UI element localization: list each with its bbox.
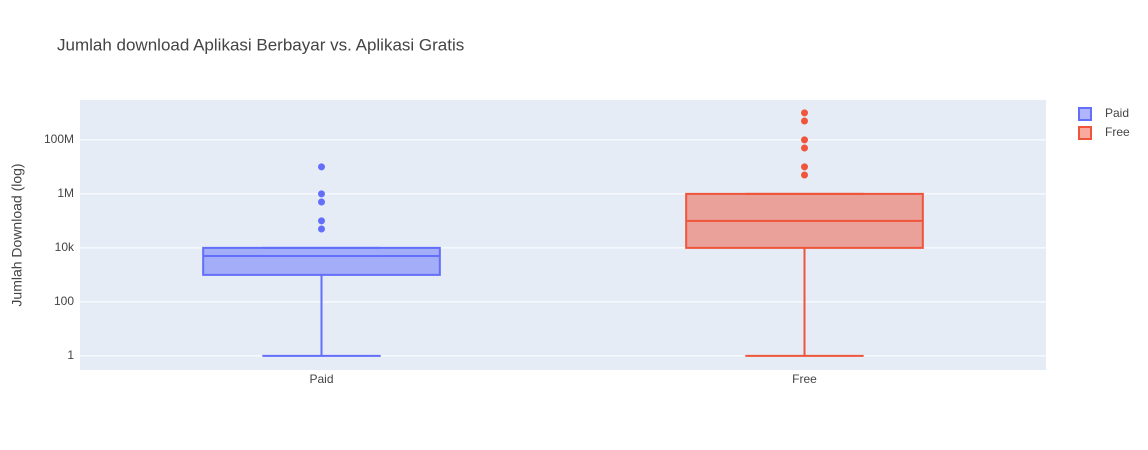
chart-title: Jumlah download Aplikasi Berbayar vs. Ap… bbox=[57, 35, 464, 54]
y-tick-label: 10k bbox=[55, 240, 75, 254]
outlier bbox=[318, 225, 325, 233]
y-tick-label: 100 bbox=[54, 294, 74, 308]
box bbox=[202, 246, 441, 276]
outlier bbox=[318, 190, 325, 198]
legend-swatch bbox=[1078, 107, 1092, 121]
outlier bbox=[801, 163, 808, 171]
legend-label: Paid bbox=[1105, 106, 1129, 120]
outlier bbox=[801, 144, 808, 152]
legend-swatch bbox=[1078, 126, 1092, 140]
y-axis-title: Jumlah Download (log) bbox=[9, 163, 25, 306]
outlier bbox=[801, 136, 808, 144]
legend-label: Free bbox=[1105, 125, 1130, 139]
outlier bbox=[801, 171, 808, 179]
y-tick-label: 1M bbox=[57, 186, 74, 200]
outlier bbox=[318, 217, 325, 225]
outlier bbox=[801, 117, 808, 125]
y-tick-label: 100M bbox=[44, 132, 74, 146]
x-tick-label: Paid bbox=[309, 372, 333, 386]
outlier bbox=[318, 198, 325, 206]
outlier bbox=[801, 109, 808, 117]
x-tick-label: Free bbox=[792, 372, 817, 386]
outlier bbox=[318, 163, 325, 171]
y-tick-label: 1 bbox=[67, 348, 74, 362]
